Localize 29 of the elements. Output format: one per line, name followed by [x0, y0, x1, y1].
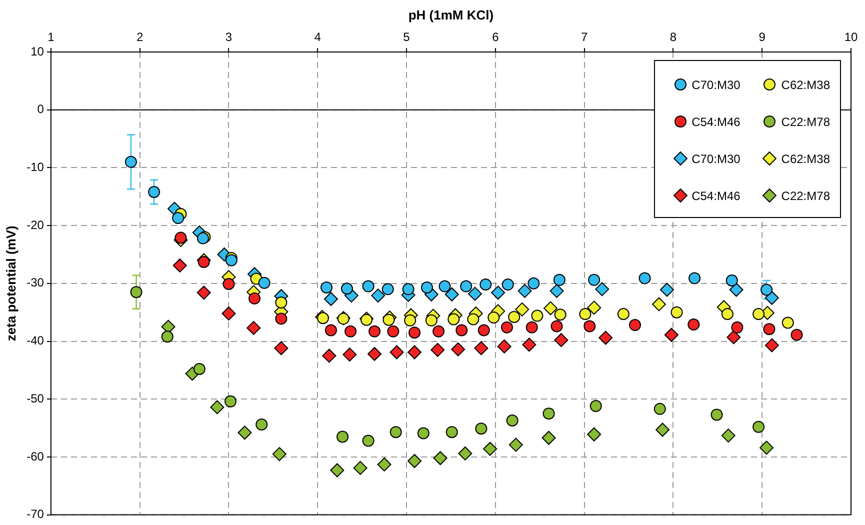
y-tick-label: -30: [26, 276, 44, 290]
y-tick-label: -70: [26, 507, 44, 522]
y-tick-label: -40: [26, 334, 44, 348]
legend-label: C22:M78: [781, 188, 830, 202]
y-tick-label: -10: [26, 160, 44, 174]
x-tick-label: 1: [48, 30, 55, 44]
legend-label: C62:M38: [781, 152, 830, 166]
x-tick-label: 10: [844, 30, 858, 44]
legend-label: C54:M46: [692, 114, 740, 128]
y-axis-title: zeta potential (mV): [3, 226, 18, 342]
x-axis-title: pH (1mM KCl): [408, 7, 494, 22]
y-tick-label: 10: [30, 44, 44, 58]
legend-label: C70:M30: [692, 78, 740, 92]
x-tick-label: 4: [314, 30, 322, 44]
y-tick-label: 0: [37, 102, 44, 116]
x-tick-label: 5: [403, 30, 410, 44]
legend-label: C54:M46: [692, 188, 740, 202]
legend-label: C62:M38: [781, 78, 830, 92]
x-tick-label: 2: [136, 30, 144, 44]
x-tick-label: 8: [670, 30, 677, 44]
x-tick-label: 6: [492, 30, 500, 44]
y-tick-label: -60: [26, 449, 44, 464]
y-tick-label: -50: [26, 391, 44, 406]
legend-label: C70:M30: [692, 152, 740, 166]
y-tick-label: -20: [26, 218, 44, 232]
legend-label: C22:M78: [781, 114, 830, 128]
x-tick-label: 9: [758, 30, 766, 44]
x-tick-label: 7: [580, 30, 588, 44]
x-tick-label: 3: [225, 30, 232, 44]
